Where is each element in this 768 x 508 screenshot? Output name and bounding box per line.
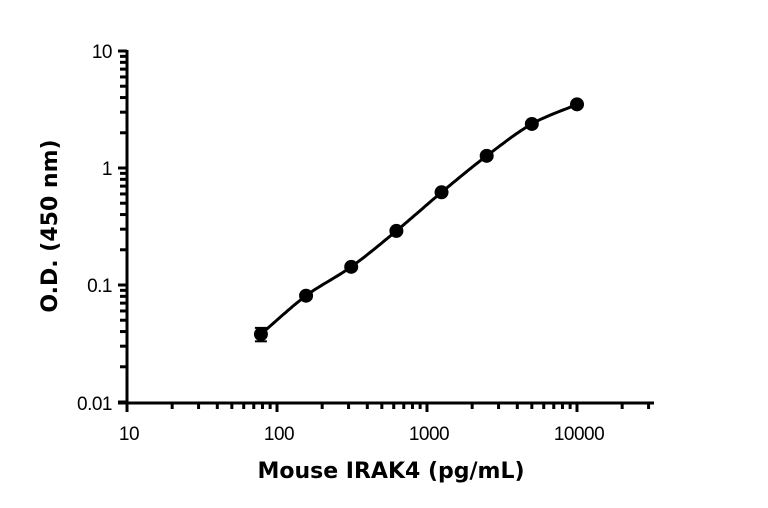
- data-points: [253, 97, 584, 342]
- data-point: [389, 223, 404, 238]
- x-axis: 10 100 1000 10000: [118, 401, 654, 445]
- x-axis-ticks: [125, 403, 651, 412]
- error-bars: [254, 102, 583, 343]
- y-axis-ticks: [118, 49, 127, 404]
- y-axis-title: O.D. (450 nm): [38, 139, 63, 312]
- x-tick-label-100: 100: [264, 424, 294, 445]
- y-tick-label-10: 10: [92, 42, 112, 63]
- x-tick-label-1000: 1000: [409, 424, 449, 445]
- x-axis-title: Mouse IRAK4 (pg/mL): [257, 459, 524, 484]
- data-point: [253, 327, 268, 342]
- x-tick-label-10: 10: [119, 424, 139, 445]
- y-axis: 10 1 0.1 0.01: [77, 42, 129, 415]
- data-point: [299, 288, 314, 303]
- y-tick-label-0.01: 0.01: [77, 394, 112, 415]
- fit-curve: [259, 102, 579, 336]
- x-tick-label-10000: 10000: [554, 424, 604, 445]
- data-point: [434, 185, 449, 200]
- y-tick-label-1: 1: [102, 159, 112, 180]
- data-point: [479, 148, 494, 163]
- y-tick-label-0.1: 0.1: [87, 276, 112, 297]
- data-point: [570, 97, 584, 112]
- data-point: [524, 116, 539, 131]
- data-point: [344, 259, 359, 274]
